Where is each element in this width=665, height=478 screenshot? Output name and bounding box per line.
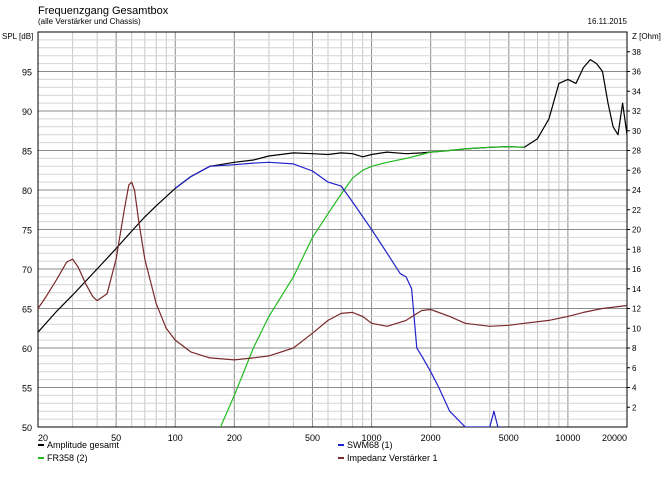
y2-tick-label: 32 bbox=[632, 107, 641, 116]
y-tick-label: 50 bbox=[22, 423, 32, 433]
x-tick-label: 500 bbox=[305, 433, 320, 443]
x-tick-label: 50 bbox=[111, 433, 121, 443]
y2-tick-label: 12 bbox=[632, 305, 641, 314]
axes: 20 50 100 200 500 1000 2000 5000 10000 20000 50 55 6… bbox=[22, 31, 641, 443]
legend-label: Amplitude gesamt bbox=[47, 440, 120, 450]
x-tick-label: 1000 bbox=[362, 433, 382, 443]
y-tick-label: 65 bbox=[22, 305, 32, 315]
y2-tick-label: 34 bbox=[632, 87, 641, 96]
x-tick-label: 10000 bbox=[555, 433, 580, 443]
y-tick-label: 90 bbox=[22, 107, 32, 117]
x-tick-label: 2000 bbox=[421, 433, 441, 443]
y2-tick-label: 4 bbox=[632, 384, 637, 393]
y-axis-label-spl: SPL [dB] bbox=[2, 32, 33, 41]
y2-tick-label: 22 bbox=[632, 206, 641, 215]
y2-tick-label: 28 bbox=[632, 147, 641, 156]
y-axis-label-impedance: Z [Ohm] bbox=[632, 32, 661, 41]
y-tick-label: 80 bbox=[22, 186, 32, 196]
y-tick-label: 85 bbox=[22, 147, 32, 157]
y2-tick-label: 8 bbox=[632, 344, 637, 353]
x-tick-label: 100 bbox=[168, 433, 183, 443]
y-tick-label: 75 bbox=[22, 226, 32, 236]
y2-tick-label: 18 bbox=[632, 245, 641, 254]
x-tick-label: 5000 bbox=[499, 433, 519, 443]
series-line-0 bbox=[38, 58, 627, 333]
series-line-2 bbox=[174, 161, 502, 427]
x-tick-label: 200 bbox=[227, 433, 242, 443]
y2-tick-label: 16 bbox=[632, 265, 641, 274]
y2-tick-label: 6 bbox=[632, 364, 637, 373]
y-tick-label: 60 bbox=[22, 344, 32, 354]
y2-tick-label: 30 bbox=[632, 127, 641, 136]
grid bbox=[37, 31, 628, 428]
y2-tick-label: 2 bbox=[632, 403, 637, 412]
y2-tick-label: 20 bbox=[632, 226, 641, 235]
y2-tick-label: 10 bbox=[632, 324, 641, 333]
legend-label: FR358 (2) bbox=[47, 453, 88, 463]
x-tick-label: 20000 bbox=[602, 433, 627, 443]
legend: Amplitude gesamt FR358 (2) SWM68 (1) Impeda… bbox=[38, 440, 438, 463]
series-line-1 bbox=[219, 146, 525, 427]
legend-label: Impedanz Verstärker 1 bbox=[347, 453, 438, 463]
chart-subtitle: (alle Verstärker und Chassis) bbox=[38, 17, 141, 26]
y2-tick-label: 26 bbox=[632, 166, 641, 175]
legend-label: SWM68 (1) bbox=[347, 440, 393, 450]
y-tick-label: 95 bbox=[22, 68, 32, 78]
chart-title: Frequenzgang Gesamtbox bbox=[38, 5, 169, 17]
x-tick-label: 20 bbox=[38, 433, 48, 443]
series-group bbox=[38, 58, 627, 427]
y2-tick-label: 24 bbox=[632, 186, 641, 195]
series-line-3 bbox=[38, 181, 627, 361]
y2-tick-label: 36 bbox=[632, 68, 641, 77]
y2-tick-label: 14 bbox=[632, 285, 641, 294]
y-tick-label: 55 bbox=[22, 384, 32, 394]
y-tick-label: 70 bbox=[22, 265, 32, 275]
y2-tick-label: 38 bbox=[632, 48, 641, 57]
chart-date: 16.11.2015 bbox=[588, 17, 628, 26]
